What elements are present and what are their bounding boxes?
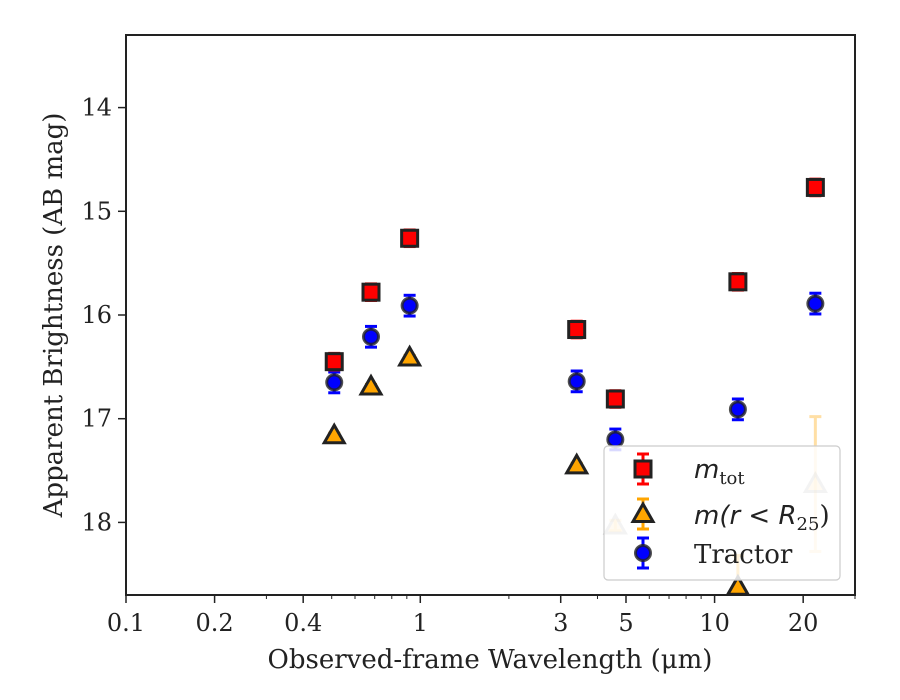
circle-point: [606, 430, 625, 449]
circle-point: [806, 294, 825, 313]
x-tick-label: 0.2: [196, 609, 234, 637]
y-tick-label: 18: [81, 508, 112, 536]
square-point: [805, 177, 825, 197]
legend: mtot m(r < R25) Tractor: [603, 445, 841, 581]
legend-label-mr: m(r < R25): [694, 501, 830, 535]
circle-point: [362, 327, 381, 346]
circle-point: [400, 296, 419, 315]
square-point: [567, 320, 587, 340]
square-point: [361, 282, 381, 302]
circle-point: [728, 400, 747, 419]
x-tick-label: 0.4: [284, 609, 322, 637]
legend-label-tractor: Tractor: [694, 540, 793, 570]
x-tick-label: 1: [413, 609, 428, 637]
triangle-point: [321, 422, 347, 445]
legend-marker-triangle: [630, 500, 656, 523]
square-point: [400, 228, 420, 248]
x-tick-label: 5: [618, 609, 633, 637]
y-tick-label: 17: [81, 405, 112, 433]
legend-marker-circle: [634, 544, 652, 562]
y-tick-label: 14: [81, 94, 112, 122]
legend-marker-square: [633, 459, 653, 479]
legend-label-mtot: mtot: [694, 455, 745, 489]
triangle-point: [564, 452, 590, 475]
x-tick-label: 0.1: [107, 609, 145, 637]
x-tick-label: 20: [788, 609, 819, 637]
square-point: [324, 352, 344, 372]
x-tick-label: 10: [699, 609, 730, 637]
square-point: [728, 272, 748, 292]
y-tick-label: 16: [81, 301, 112, 329]
circle-point: [567, 372, 586, 391]
triangle-point: [358, 373, 384, 396]
axis-ticks: 0.1 0.2 0.4 1 3 5 10 20 14 15 16 17 18: [81, 94, 856, 637]
x-tick-label: 3: [553, 609, 568, 637]
triangle-point: [397, 344, 423, 367]
square-point: [605, 389, 625, 409]
circle-point: [325, 373, 344, 392]
legend-box: [603, 445, 841, 581]
x-axis-label: Observed-frame Wavelength (μm): [268, 645, 713, 675]
y-tick-label: 15: [81, 197, 112, 225]
y-axis-label: Apparent Brightness (AB mag): [39, 113, 69, 519]
